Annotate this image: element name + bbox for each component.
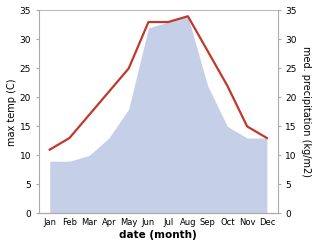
Y-axis label: med. precipitation (kg/m2): med. precipitation (kg/m2) [301, 46, 311, 177]
X-axis label: date (month): date (month) [120, 230, 197, 240]
Y-axis label: max temp (C): max temp (C) [7, 78, 17, 146]
